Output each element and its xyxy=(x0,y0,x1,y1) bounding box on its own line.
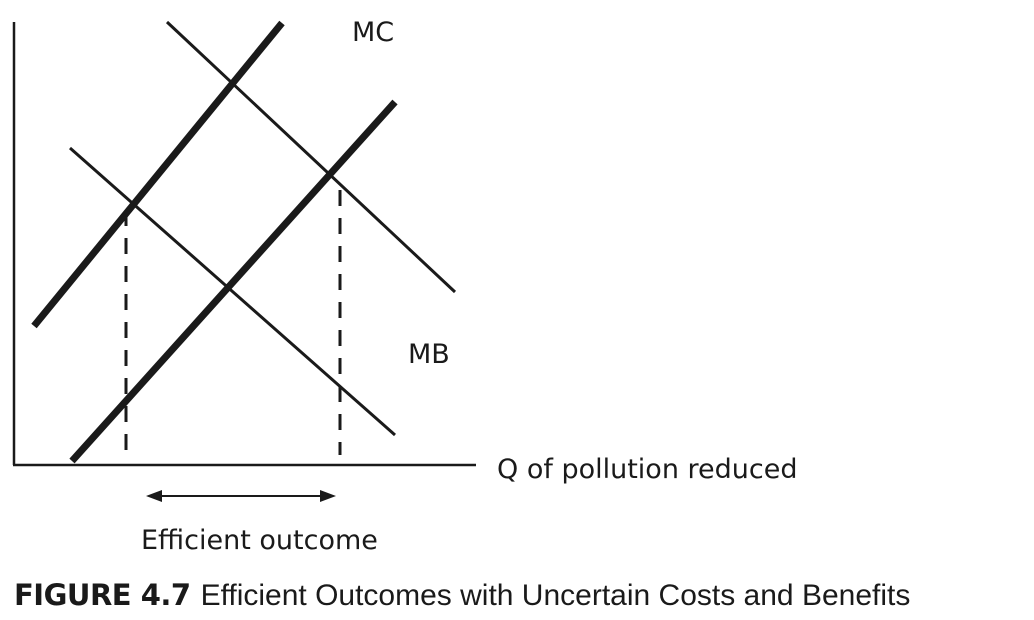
figure-number: FIGURE 4.7 xyxy=(14,578,191,612)
mc-curve-high xyxy=(31,20,285,329)
mb-curve-high xyxy=(165,20,457,294)
figure-caption: FIGURE 4.7 Efficient Outcomes with Uncert… xyxy=(14,577,910,613)
x-axis-label: Q of pollution reduced xyxy=(497,454,797,485)
range-arrow-right-head xyxy=(320,490,336,502)
range-arrow-left-head xyxy=(146,490,162,502)
mc-label: MC xyxy=(352,17,394,48)
figure-title: Efficient Outcomes with Uncertain Costs … xyxy=(200,579,911,612)
efficient-outcome-label: Efficient outcome xyxy=(141,525,378,556)
diagram: MC MB Q of pollution reduced Efficient o… xyxy=(12,17,797,556)
mc-curve-low xyxy=(69,99,398,464)
mb-label: MB xyxy=(408,339,450,370)
